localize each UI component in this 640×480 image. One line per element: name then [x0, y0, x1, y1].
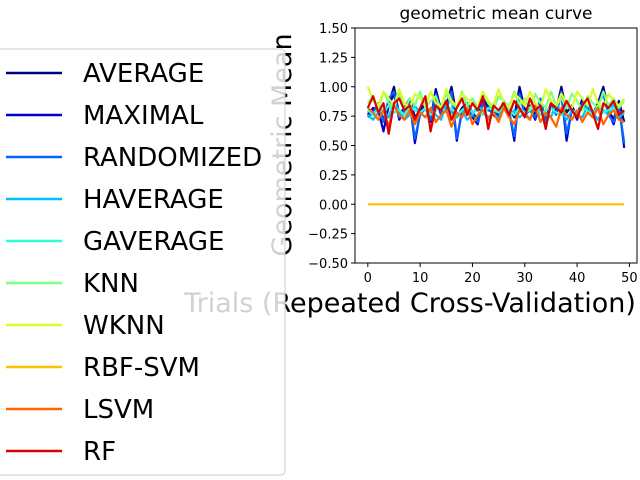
legend-label-knn: KNN [83, 269, 139, 299]
y-tick-label: 0.00 [319, 198, 348, 213]
y-tick-label: 0.25 [319, 169, 348, 184]
legend-label-gaverage: GAVERAGE [83, 227, 224, 257]
y-tick-label: 1.50 [319, 22, 348, 37]
x-tick-label: 10 [412, 271, 429, 286]
y-tick-label: 0.50 [319, 140, 348, 155]
legend-label-average: AVERAGE [83, 59, 204, 89]
legend-items: AVERAGE MAXIMAL RANDOMIZED HAVERAGE GAVERAGE… [6, 59, 262, 467]
y-tick-label: −0.25 [308, 228, 348, 243]
legend-label-maximal: MAXIMAL [83, 101, 204, 131]
y-tick-label: 1.00 [319, 81, 348, 96]
plot-area [354, 27, 638, 264]
x-tick-label: 30 [517, 271, 534, 286]
x-tick-label: 0 [364, 271, 372, 286]
legend-label-rf: RF [83, 437, 116, 467]
x-tick-label: 40 [569, 271, 586, 286]
legend-frame [0, 48, 286, 476]
series-line-rf [366, 95, 625, 135]
x-tick-label: 20 [464, 271, 481, 286]
chart-title: geometric mean curve [399, 4, 592, 24]
legend-label-rbf-svm: RBF-SVM [83, 353, 200, 383]
legend-label-randomized: RANDOMIZED [83, 143, 262, 173]
series-line-lsvm [367, 104, 625, 128]
legend: AVERAGE MAXIMAL RANDOMIZED HAVERAGE GAVERAGE… [0, 48, 286, 476]
x-tick-label: 50 [621, 271, 638, 286]
tick-group: 0 10 20 30 40 50 −0.50 −0.25 0.00 0.25 0.50 0.75 1.0… [308, 22, 638, 286]
legend-label-haverage: HAVERAGE [83, 185, 224, 215]
series-group [366, 85, 626, 206]
y-tick-label: 0.75 [319, 110, 348, 125]
legend-label-lsvm: LSVM [83, 395, 154, 425]
y-tick-label: 1.25 [319, 51, 348, 66]
legend-label-wknn: WKNN [83, 311, 165, 341]
y-tick-label: −0.50 [308, 257, 348, 272]
